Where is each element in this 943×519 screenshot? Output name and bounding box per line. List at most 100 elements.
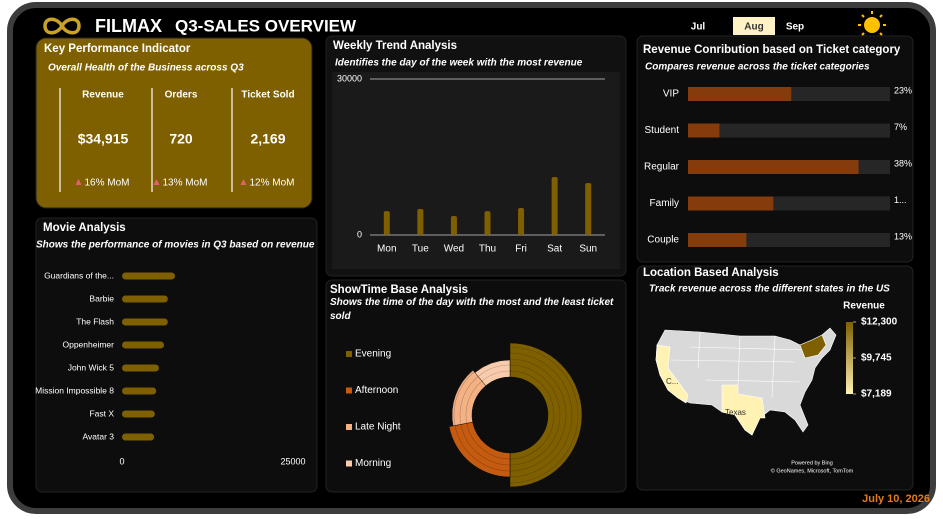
chart-title: Movie Analysis xyxy=(43,222,126,234)
scale-label: $7,189 xyxy=(861,389,892,400)
bar xyxy=(122,387,157,395)
bar xyxy=(122,410,155,418)
x-tick-label: Thu xyxy=(479,244,496,255)
x-tick-label: Wed xyxy=(444,244,464,255)
map-label: Texas xyxy=(725,408,746,417)
y-tick-label: Barbie xyxy=(89,293,114,303)
x-tick-label: 0 xyxy=(119,456,124,466)
chart-subtitle-box: Shows the time of the day with the most … xyxy=(330,297,614,322)
y-tick-label: Family xyxy=(650,198,679,209)
logo xyxy=(43,17,81,35)
bar xyxy=(585,183,592,235)
kpi-title: Key Performance Indicator xyxy=(44,43,191,55)
chart-title: Location Based Analysis xyxy=(643,267,779,279)
bar xyxy=(688,87,792,101)
donut-ring-line xyxy=(509,358,567,472)
bar xyxy=(688,123,720,138)
kpi-value: $34,915 xyxy=(78,131,129,147)
y-tick-label: VIP xyxy=(663,89,679,100)
legend-swatch xyxy=(346,424,352,430)
data-label: 23% xyxy=(894,85,912,95)
y-tick-label: Oppenheimer xyxy=(62,339,114,349)
chart-title: Revenue Conribution based on Ticket cate… xyxy=(643,44,901,56)
weekly-plot-area xyxy=(332,72,620,269)
kpi-value: 2,169 xyxy=(250,131,285,147)
bar xyxy=(688,160,859,174)
month-button[interactable]: Aug xyxy=(744,22,763,33)
chart-title: Weekly Trend Analysis xyxy=(333,40,457,52)
donut-ring-line xyxy=(509,370,555,460)
bar xyxy=(551,177,558,235)
y-tick-label: Avatar 3 xyxy=(82,431,114,441)
kpi-arrow xyxy=(153,179,160,185)
x-tick-label: 25000 xyxy=(280,456,305,466)
y-tick-label: 30000 xyxy=(337,73,362,83)
y-tick-label: Student xyxy=(645,125,680,136)
month-selected-bg xyxy=(733,17,775,35)
month-button[interactable]: Sep xyxy=(786,22,804,33)
bar xyxy=(122,295,168,303)
kpi-label: Revenue xyxy=(82,90,124,101)
movie-panel xyxy=(35,217,318,493)
kpi-change: 16% MoM xyxy=(84,178,129,189)
bar-track xyxy=(688,123,890,138)
y-tick-label: Fast X xyxy=(89,408,114,418)
kpi-arrow xyxy=(240,179,247,185)
donut-ring-line xyxy=(481,370,511,382)
bar xyxy=(484,211,491,235)
donut-ring-line xyxy=(477,364,511,377)
scale-label: $12,300 xyxy=(861,317,898,328)
y-tick-label: The Flash xyxy=(76,316,114,326)
kpi-subtitle: Overall Health of the Business across Q3 xyxy=(48,63,244,74)
donut-ring-line xyxy=(509,346,579,484)
bar xyxy=(688,196,774,211)
chart-subtitle: Identifies the day of the week with the … xyxy=(335,58,583,69)
bar xyxy=(383,211,390,235)
kpi-change: 13% MoM xyxy=(162,178,207,189)
us-map xyxy=(655,327,837,436)
legend-swatch xyxy=(346,460,352,467)
bar xyxy=(417,209,424,235)
y-tick-label: Mission Impossible 8 xyxy=(35,385,114,395)
date: July 10, 2026 xyxy=(862,493,930,505)
y-tick-label: Guardians of the... xyxy=(44,270,114,280)
bar xyxy=(122,318,168,326)
x-tick-label: Fri xyxy=(515,244,527,255)
donut-ring-line xyxy=(509,352,573,478)
bar xyxy=(122,433,155,441)
data-label: 38% xyxy=(894,158,912,168)
bar xyxy=(122,341,165,349)
brand: FILMAX xyxy=(95,16,162,36)
kpi-change: 12% MoM xyxy=(249,178,294,189)
x-tick-label: Tue xyxy=(412,244,429,255)
data-label: 13% xyxy=(894,231,912,241)
bar xyxy=(450,216,457,235)
legend-label: Afternoon xyxy=(355,385,398,396)
legend-swatch xyxy=(346,351,352,357)
donut-ring-line xyxy=(460,424,511,466)
color-scale xyxy=(846,322,853,394)
chart-subtitle: Shows the time of the day with the most … xyxy=(330,297,614,322)
donut-ring-line xyxy=(459,376,479,425)
kpi-label: Ticket Sold xyxy=(241,90,294,101)
y-tick-label: Regular xyxy=(644,162,680,173)
dashboard-title: Q3-SALES OVERVIEW xyxy=(175,16,357,35)
donut-ring-line xyxy=(509,364,561,466)
bar xyxy=(688,233,747,247)
month-button[interactable]: Jul xyxy=(691,22,706,33)
donut-segment xyxy=(451,369,487,427)
donut-ring-line xyxy=(453,371,475,426)
donut-segment xyxy=(509,342,583,488)
bar xyxy=(122,364,159,372)
x-tick-label: Mon xyxy=(377,244,396,255)
bar xyxy=(122,272,176,280)
legend-label: Evening xyxy=(355,349,391,360)
donut-ring-line xyxy=(465,380,483,424)
legend-label: Morning xyxy=(355,458,391,469)
map-credit: Powered by Bing xyxy=(791,460,833,466)
bar xyxy=(518,207,525,235)
donut-segment xyxy=(448,421,511,478)
chart-title: ShowTime Base Analysis xyxy=(330,284,468,296)
kpi-value: 720 xyxy=(169,131,193,147)
